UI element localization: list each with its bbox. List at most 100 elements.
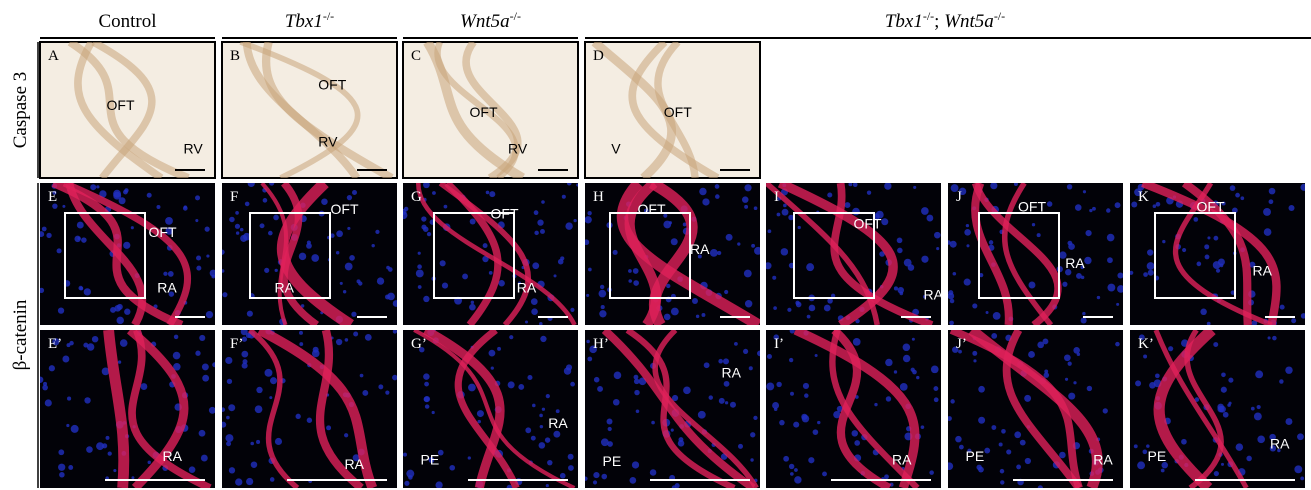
nucleus: [1297, 433, 1304, 440]
nucleus: [108, 452, 112, 456]
nucleus: [518, 384, 524, 390]
panel: IOFTRA: [764, 182, 943, 325]
nucleus: [1235, 193, 1240, 198]
nucleus: [950, 399, 954, 403]
nucleus: [750, 432, 755, 437]
nucleus: [269, 180, 274, 185]
nucleus: [560, 473, 566, 479]
nucleus: [123, 190, 128, 195]
region-label: OFT: [149, 224, 177, 240]
panel: G’PERA: [403, 329, 578, 490]
nucleus: [790, 328, 795, 333]
nucleus: [275, 269, 278, 272]
nucleus: [68, 465, 73, 470]
nucleus: [425, 404, 429, 408]
nucleus: [772, 276, 776, 280]
nucleus: [489, 271, 493, 275]
nucleus: [803, 383, 809, 389]
nucleus: [936, 247, 939, 250]
nucleus: [946, 240, 951, 245]
nucleus: [343, 290, 346, 293]
panel: DOFTV: [585, 42, 760, 178]
nucleus: [798, 226, 801, 229]
panel: JOFTRA: [946, 182, 1124, 325]
nucleus: [664, 314, 671, 321]
nucleus: [250, 442, 254, 446]
region-label: RA: [548, 415, 568, 431]
nucleus: [497, 347, 501, 351]
nucleus: [525, 427, 531, 433]
nucleus: [912, 338, 915, 341]
nucleus: [336, 251, 339, 254]
nucleus: [62, 205, 65, 208]
nucleus: [587, 357, 592, 362]
nucleus: [201, 455, 208, 462]
nucleus: [991, 333, 997, 339]
nucleus: [400, 211, 408, 219]
nucleus: [1016, 465, 1021, 470]
panel-bg: [40, 183, 215, 325]
nucleus: [1279, 379, 1283, 383]
region-label: RA: [157, 279, 177, 295]
nucleus: [1117, 272, 1123, 278]
panel-letter: H’: [593, 336, 609, 352]
nucleus: [724, 290, 728, 294]
nucleus: [189, 466, 196, 473]
nucleus: [404, 481, 409, 486]
nucleus: [594, 377, 600, 383]
nucleus: [353, 332, 358, 337]
nucleus: [964, 229, 971, 236]
nucleus: [306, 243, 312, 249]
nucleus: [701, 313, 705, 317]
nucleus: [593, 480, 597, 484]
nucleus: [1257, 436, 1265, 444]
nucleus: [534, 210, 539, 215]
panel: E’RA: [37, 330, 217, 488]
nucleus: [614, 372, 622, 380]
nucleus: [344, 433, 348, 437]
nucleus: [403, 453, 407, 457]
region-label: OFT: [1197, 198, 1225, 214]
nucleus: [264, 268, 269, 273]
nucleus: [973, 359, 976, 362]
region-label: PE: [966, 448, 985, 464]
nucleus: [1221, 372, 1226, 377]
nucleus: [1064, 354, 1071, 361]
region-label: RA: [690, 241, 710, 257]
nucleus: [793, 422, 799, 428]
nucleus: [817, 421, 820, 424]
nucleus: [255, 405, 263, 413]
region-label: PE: [421, 451, 440, 467]
nucleus: [1289, 205, 1295, 211]
nucleus: [1207, 236, 1210, 239]
nucleus: [486, 191, 490, 195]
nucleus: [827, 192, 832, 197]
nucleus: [651, 421, 655, 425]
panel: KOFTRA: [1129, 183, 1307, 327]
nucleus: [1251, 407, 1255, 411]
nucleus: [949, 321, 954, 326]
nucleus: [539, 414, 543, 418]
region-label: OFT: [331, 201, 359, 217]
nucleus: [229, 217, 234, 222]
nucleus: [599, 290, 607, 298]
nucleus: [1085, 230, 1091, 236]
nucleus: [1115, 342, 1120, 347]
nucleus: [1068, 393, 1075, 400]
nucleus: [275, 438, 282, 445]
nucleus: [1103, 408, 1108, 413]
nucleus: [211, 275, 215, 279]
nucleus: [219, 250, 224, 255]
nucleus: [675, 483, 680, 488]
nucleus: [632, 461, 639, 468]
nucleus: [1228, 378, 1233, 383]
nucleus: [945, 462, 953, 470]
nucleus: [867, 190, 871, 194]
nucleus: [375, 230, 379, 234]
nucleus: [768, 229, 772, 233]
nucleus: [539, 322, 543, 326]
nucleus: [427, 232, 431, 236]
nucleus: [782, 209, 789, 216]
nucleus: [42, 227, 47, 232]
nucleus: [387, 293, 395, 301]
